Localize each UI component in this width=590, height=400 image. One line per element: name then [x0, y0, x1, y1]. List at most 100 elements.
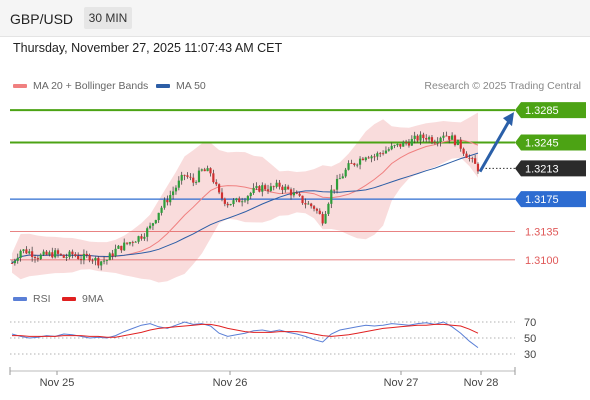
- candle-body: [327, 203, 330, 214]
- rsi-line: [11, 321, 479, 349]
- candle-body: [292, 192, 296, 196]
- rsi-level-label-50: 50: [524, 333, 536, 345]
- price-label-1.3175: 1.3175: [525, 194, 559, 206]
- candle-body: [171, 191, 175, 196]
- candle-body: [39, 254, 42, 260]
- candle-body: [163, 199, 166, 208]
- candle-body: [51, 252, 54, 258]
- candle-body: [324, 213, 327, 224]
- candle-body: [220, 192, 224, 199]
- candle-body: [42, 251, 45, 255]
- candle-body: [474, 158, 477, 164]
- ma9-swatch-icon: [62, 297, 76, 302]
- candle-body: [54, 250, 57, 258]
- candle-body: [295, 192, 298, 194]
- candle-body: [169, 195, 172, 203]
- candle-body: [243, 200, 247, 202]
- candle-body: [25, 249, 28, 254]
- candle-body: [281, 186, 284, 191]
- candle-body: [445, 135, 448, 137]
- candle-body: [476, 163, 480, 172]
- rsi-ma-line: [12, 323, 479, 338]
- candle-body: [451, 135, 454, 140]
- candle-body: [137, 236, 140, 242]
- candle-body: [117, 245, 120, 249]
- candle-body: [330, 189, 333, 204]
- candle-body: [456, 139, 459, 146]
- candle-body: [344, 169, 347, 177]
- rsi-swatch-icon: [13, 297, 27, 302]
- candle-body: [148, 225, 152, 229]
- candle-body: [128, 242, 132, 244]
- candle-body: [79, 259, 83, 261]
- candle-body: [85, 253, 88, 256]
- candle-body: [422, 134, 425, 139]
- candle-body: [62, 254, 65, 258]
- candle-body: [65, 257, 68, 258]
- forecast-arrow: [478, 112, 514, 173]
- rsi-level-label-70: 70: [524, 317, 536, 329]
- candle-body: [192, 177, 195, 183]
- legend-rsi: RSI: [13, 293, 51, 305]
- timeframe-button[interactable]: 30 MIN: [84, 7, 132, 29]
- candle-body: [241, 201, 244, 203]
- price-tags: 1.3285 1.3245 1.3213 1.3175 1.3135 1.3100: [515, 102, 586, 267]
- candle-body: [16, 257, 19, 261]
- candle-body: [174, 187, 178, 192]
- x-tick-label: Nov 25: [40, 377, 75, 389]
- candle-body: [218, 184, 221, 193]
- candle-body: [88, 255, 91, 261]
- candle-body: [13, 260, 16, 264]
- candle-body: [266, 189, 270, 191]
- candle-body: [448, 136, 451, 140]
- arrow-shaft: [478, 120, 511, 173]
- candle-body: [102, 260, 106, 262]
- candle-body: [252, 187, 255, 194]
- rsi-level-label-30: 30: [524, 349, 536, 361]
- candle-body: [367, 157, 370, 159]
- x-axis: Nov 25 Nov 26 Nov 27 Nov 28: [9, 367, 516, 389]
- candle-body: [19, 250, 22, 258]
- candle-body: [68, 251, 71, 258]
- candle-body: [123, 242, 126, 251]
- candle-body: [97, 257, 100, 266]
- candle-body: [356, 164, 359, 166]
- candle-body: [143, 236, 146, 239]
- candle-body: [28, 251, 31, 254]
- candle-body: [71, 251, 74, 255]
- legend-ma20-label: MA 20 + Bollinger Bands: [33, 80, 149, 92]
- candle-body: [131, 242, 134, 243]
- candle-body: [238, 198, 241, 203]
- candle-body: [387, 149, 390, 151]
- candle-body: [249, 193, 252, 197]
- legend-9ma: 9MA: [62, 293, 104, 305]
- candle-body: [31, 251, 34, 258]
- candle-body: [186, 175, 189, 177]
- ma20-swatch-icon: [13, 84, 27, 89]
- candle-body: [91, 260, 94, 262]
- bollinger-fill: [12, 112, 478, 283]
- candle-body: [298, 193, 301, 196]
- price-label-1.3135: 1.3135: [525, 227, 559, 239]
- candle-body: [82, 253, 86, 261]
- candle-body: [390, 145, 393, 150]
- candle-body: [160, 207, 163, 213]
- price-label-1.3100: 1.3100: [525, 255, 559, 267]
- candle-body: [430, 137, 434, 143]
- candle-body: [180, 174, 183, 181]
- candle-body: [272, 186, 275, 188]
- price-tag-1.3213: [515, 160, 586, 177]
- candle-body: [157, 212, 160, 221]
- chart-header: GBP/USD 30 MIN: [0, 0, 590, 37]
- candle-body: [105, 260, 109, 261]
- candle-body: [402, 142, 405, 147]
- candle-body: [226, 203, 229, 206]
- candle-body: [194, 181, 198, 183]
- candle-body: [183, 174, 186, 176]
- candle-body: [197, 170, 201, 182]
- x-tick-label: Nov 26: [213, 377, 248, 389]
- candle-body: [284, 186, 287, 191]
- candle-body: [333, 189, 336, 191]
- candle-body: [36, 258, 39, 260]
